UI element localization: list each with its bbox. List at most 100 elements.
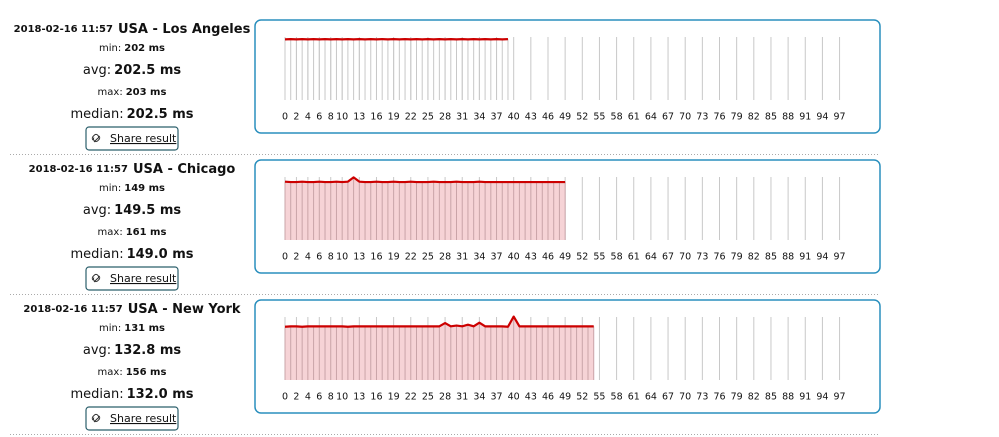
stat-label: median: xyxy=(70,107,123,122)
x-tick-label: 22 xyxy=(405,252,417,263)
timestamp: 2018-02-16 11:57 xyxy=(23,304,122,315)
x-tick-label: 19 xyxy=(388,112,400,123)
x-tick-label: 94 xyxy=(816,112,828,123)
x-tick-label: 13 xyxy=(353,252,365,263)
x-tick-label: 25 xyxy=(422,112,434,123)
x-tick-label: 76 xyxy=(713,112,725,123)
stat: avg: 149.5 ms xyxy=(83,203,181,218)
x-tick-label: 52 xyxy=(576,112,588,123)
stat-label: max: xyxy=(98,367,123,378)
stat-value: 161 ms xyxy=(126,227,167,238)
x-tick-label: 73 xyxy=(696,252,708,263)
share-label[interactable]: Share result xyxy=(110,272,177,285)
stat-value: 202.5 ms xyxy=(127,107,194,122)
x-tick-label: 13 xyxy=(353,112,365,123)
x-tick-label: 70 xyxy=(679,112,691,123)
stat-label: avg: xyxy=(83,63,111,78)
x-tick-label: 8 xyxy=(328,252,334,263)
button-box xyxy=(85,406,179,431)
button-box xyxy=(85,126,179,151)
x-tick-label: 2 xyxy=(293,112,299,123)
x-tick-label: 61 xyxy=(628,252,640,263)
stat-value: 149 ms xyxy=(124,183,165,194)
timestamp: 2018-02-16 11:57 xyxy=(29,164,128,175)
x-tick-label: 88 xyxy=(782,112,794,123)
x-tick-label: 73 xyxy=(696,112,708,123)
area-fill xyxy=(285,177,566,240)
x-tick-label: 31 xyxy=(456,112,468,123)
x-tick-label: 31 xyxy=(456,392,468,403)
x-tick-label: 43 xyxy=(525,112,537,123)
stat-value: 132.8 ms xyxy=(114,343,181,358)
stat: min: 131 ms xyxy=(99,323,165,334)
stat-label: avg: xyxy=(83,343,111,358)
x-tick-label: 97 xyxy=(834,252,846,263)
stat-value: 131 ms xyxy=(124,323,165,334)
stat-value: 203 ms xyxy=(126,87,167,98)
x-tick-label: 2 xyxy=(293,392,299,403)
x-tick-label: 49 xyxy=(559,252,571,263)
heading: 2018-02-16 11:57 USA - Chicago xyxy=(29,162,236,177)
stat: median: 132.0 ms xyxy=(70,387,193,402)
button-box xyxy=(85,266,179,291)
x-tick-label: 16 xyxy=(370,112,382,123)
stat-label: median: xyxy=(70,387,123,402)
x-tick-label: 0 xyxy=(282,392,288,403)
stat: median: 202.5 ms xyxy=(70,107,193,122)
x-tick-label: 4 xyxy=(305,392,311,403)
location: USA - New York xyxy=(128,302,241,317)
x-tick-label: 85 xyxy=(765,392,777,403)
x-tick-label: 58 xyxy=(611,392,623,403)
x-tick-label: 85 xyxy=(765,112,777,123)
x-tick-label: 22 xyxy=(405,392,417,403)
x-tick-label: 0 xyxy=(282,112,288,123)
x-tick-label: 79 xyxy=(731,112,743,123)
share-button[interactable]: Share result xyxy=(85,126,179,151)
stat: max: 156 ms xyxy=(98,367,167,378)
x-tick-label: 28 xyxy=(439,252,451,263)
stat-label: min: xyxy=(99,43,121,54)
x-tick-label: 91 xyxy=(799,112,811,123)
x-tick-label: 43 xyxy=(525,252,537,263)
latency-line xyxy=(284,315,594,328)
share-label[interactable]: Share result xyxy=(110,132,177,145)
x-tick-label: 8 xyxy=(328,112,334,123)
x-tick-label: 37 xyxy=(490,252,502,263)
x-tick-label: 13 xyxy=(353,392,365,403)
timestamp: 2018-02-16 11:57 xyxy=(14,24,113,35)
x-tick-label: 34 xyxy=(473,392,485,403)
x-tick-label: 61 xyxy=(628,392,640,403)
x-tick-label: 40 xyxy=(508,252,520,263)
stat: min: 149 ms xyxy=(99,183,165,194)
stat: avg: 132.8 ms xyxy=(83,343,181,358)
stat-label: min: xyxy=(99,183,121,194)
x-tick-label: 55 xyxy=(593,112,605,123)
x-tick-label: 94 xyxy=(816,252,828,263)
x-tick-label: 6 xyxy=(316,112,322,123)
x-tick-label: 19 xyxy=(388,252,400,263)
x-tick-label: 40 xyxy=(508,392,520,403)
x-tick-label: 55 xyxy=(593,392,605,403)
x-tick-label: 10 xyxy=(336,112,348,123)
x-tick-label: 97 xyxy=(834,392,846,403)
x-tick-label: 58 xyxy=(611,252,623,263)
share-button[interactable]: Share result xyxy=(85,406,179,431)
x-tick-label: 58 xyxy=(611,112,623,123)
x-tick-label: 61 xyxy=(628,112,640,123)
x-tick-label: 64 xyxy=(645,112,657,123)
x-tick-label: 22 xyxy=(405,112,417,123)
stat-value: 202 ms xyxy=(124,43,165,54)
share-label[interactable]: Share result xyxy=(110,412,177,425)
x-tick-label: 64 xyxy=(645,392,657,403)
x-tick-label: 16 xyxy=(370,252,382,263)
x-tick-label: 79 xyxy=(731,392,743,403)
x-tick-label: 70 xyxy=(679,252,691,263)
heading: 2018-02-16 11:57 USA - Los Angeles xyxy=(14,22,251,37)
x-tick-label: 46 xyxy=(542,252,554,263)
x-tick-label: 43 xyxy=(525,392,537,403)
latency-line xyxy=(284,176,566,184)
share-button[interactable]: Share result xyxy=(85,266,179,291)
x-tick-label: 25 xyxy=(422,392,434,403)
x-tick-label: 34 xyxy=(473,252,485,263)
